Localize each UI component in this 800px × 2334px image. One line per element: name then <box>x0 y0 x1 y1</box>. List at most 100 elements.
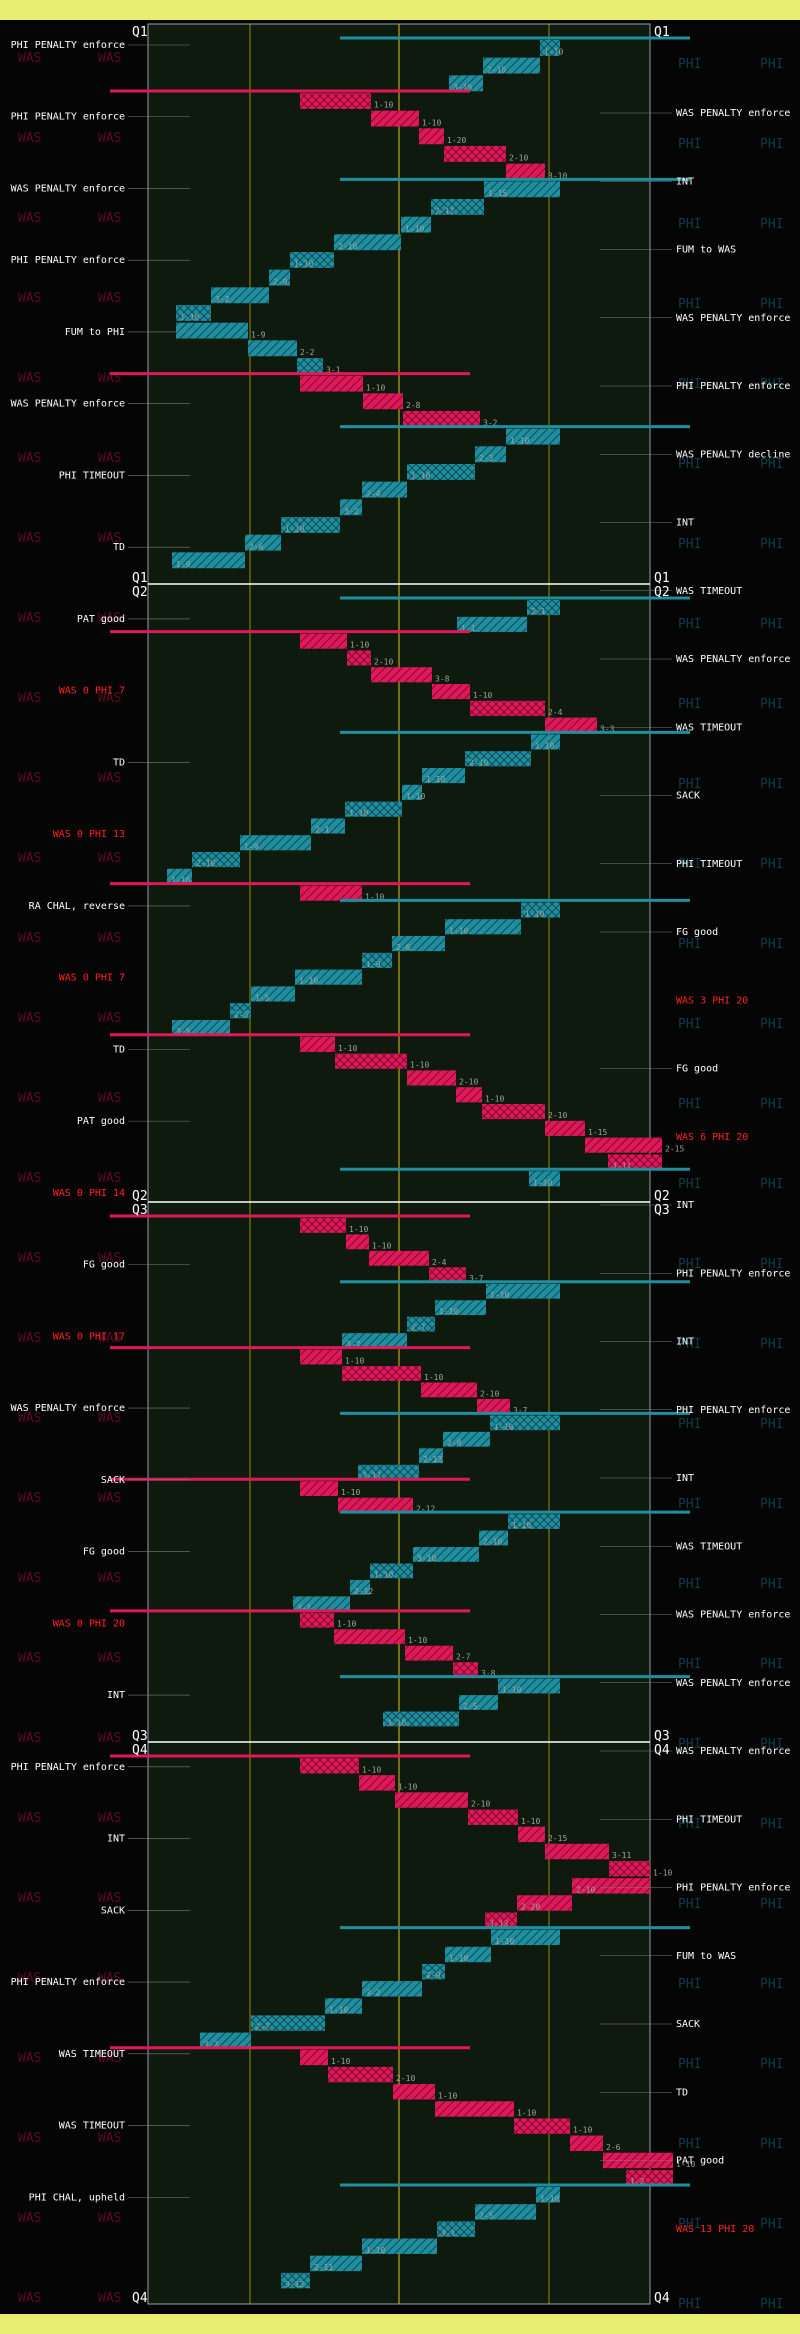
watermark-was: WAS <box>98 1251 121 1266</box>
watermark-phi: PHI <box>760 617 783 632</box>
play-bar <box>407 1316 435 1332</box>
play-down-distance: 2-15 <box>665 1145 684 1154</box>
play-bar <box>172 1020 230 1036</box>
play-down-distance: 1-10 <box>329 2006 348 2015</box>
play-down-distance: 1-10 <box>349 809 368 818</box>
watermark-was: WAS <box>98 2131 121 2146</box>
play-down-distance: 1-10 <box>171 876 190 885</box>
play-down-distance: 3-7 <box>469 1274 484 1283</box>
watermark-phi: PHI <box>678 1097 701 1112</box>
play-bar <box>347 650 371 666</box>
watermark-phi: PHI <box>760 1417 783 1432</box>
watermark-phi: PHI <box>760 57 783 72</box>
play-down-distance: 2-10 <box>483 1537 502 1546</box>
watermark-was: WAS <box>18 771 41 786</box>
watermark-phi: PHI <box>678 2217 701 2232</box>
event-label-left: WAS PENALTY enforce <box>11 183 125 194</box>
event-label-left: PHI PENALTY enforce <box>11 255 125 266</box>
play-bar <box>444 146 506 162</box>
play-bar <box>311 818 345 834</box>
event-label-left: PHI CHAL, upheld <box>29 2192 125 2203</box>
watermark-phi: PHI <box>678 457 701 472</box>
play-down-distance: 2-7 <box>411 1324 426 1333</box>
quarter-label: Q1 <box>654 25 670 40</box>
play-down-distance: 1-15 <box>488 189 507 198</box>
watermark-phi: PHI <box>760 1337 783 1352</box>
event-label-right: PHI TIMEOUT <box>676 1814 742 1825</box>
event-label-left: WAS PENALTY enforce <box>11 1403 125 1414</box>
play-down-distance: 1-10 <box>422 118 441 127</box>
event-label-right: WAS PENALTY enforce <box>676 654 790 665</box>
quarter-label: Q1 <box>654 571 670 586</box>
event-label-left: SACK <box>101 1475 125 1486</box>
play-bar <box>300 375 363 392</box>
play-bar <box>300 93 371 109</box>
event-label-right: WAS PENALTY enforce <box>676 1746 790 1757</box>
play-bar <box>362 481 407 498</box>
play-bar <box>300 1349 342 1365</box>
watermark-was: WAS <box>18 131 41 146</box>
watermark-was: WAS <box>98 131 121 146</box>
event-label-left: TD <box>113 757 125 768</box>
play-down-distance: 2-1 <box>531 607 546 616</box>
play-bar <box>545 717 597 733</box>
play-down-distance: 1-10 <box>510 436 529 445</box>
watermark-was: WAS <box>98 611 121 626</box>
watermark-phi: PHI <box>760 137 783 152</box>
play-down-distance: 1-10 <box>573 2126 592 2135</box>
watermark-phi: PHI <box>678 377 701 392</box>
play-down-distance: 2-1 <box>315 825 330 834</box>
event-label-right: INT <box>676 518 694 529</box>
quarter-label: Q3 <box>654 1729 670 1744</box>
play-bar <box>281 2272 310 2289</box>
play-bar <box>413 1547 479 1562</box>
watermark-phi: PHI <box>678 1657 701 1672</box>
play-down-distance: 2-20 <box>521 1903 540 1912</box>
play-down-distance: 1-2 <box>630 2177 645 2186</box>
watermark-phi: PHI <box>678 1337 701 1352</box>
play-down-distance: 2-9 <box>273 277 288 286</box>
play-bar <box>362 2238 437 2254</box>
play-down-distance: 3-1 <box>297 1603 312 1612</box>
play-bar <box>465 751 531 767</box>
watermark-phi: PHI <box>760 377 783 392</box>
watermark-was: WAS <box>18 2211 41 2226</box>
play-down-distance: 1-9 <box>251 330 266 339</box>
watermark-was: WAS <box>18 1011 41 1026</box>
play-down-distance: 2-15 <box>487 65 506 74</box>
event-label-right: WAS 6 PHI 20 <box>676 1132 748 1143</box>
watermark-phi: PHI <box>760 1257 783 1272</box>
event-label-right: WAS TIMEOUT <box>676 722 742 733</box>
play-bar <box>407 464 475 480</box>
watermark-phi: PHI <box>760 1177 783 1192</box>
event-label-left: PHI TIMEOUT <box>59 470 125 481</box>
watermark-phi: PHI <box>678 137 701 152</box>
play-bar <box>230 1003 251 1019</box>
event-label-left: PHI PENALTY enforce <box>11 112 125 123</box>
play-bar <box>517 1895 572 1911</box>
watermark-phi: PHI <box>678 1017 701 1032</box>
play-down-distance: 1-5 <box>255 993 270 1002</box>
play-down-distance: 1-10 <box>411 472 430 481</box>
play-down-distance: 2-4 <box>548 708 563 717</box>
play-bar <box>350 1579 370 1595</box>
play-bar <box>362 1981 422 1997</box>
watermark-phi: PHI <box>678 1737 701 1752</box>
play-bar <box>608 1154 662 1170</box>
watermark-phi: PHI <box>678 1417 701 1432</box>
play-bar <box>419 128 444 145</box>
play-bar <box>483 57 540 74</box>
watermark-was: WAS <box>98 2051 121 2066</box>
play-down-distance: 3-7 <box>513 1406 528 1415</box>
play-bar <box>419 1448 443 1464</box>
play-down-distance: 1-10 <box>535 741 554 750</box>
play-down-distance: 2-4 <box>432 1258 447 1267</box>
event-label-right: WAS PENALTY decline <box>676 449 790 460</box>
play-bar <box>540 40 560 56</box>
play-bar <box>485 1912 517 1928</box>
watermark-was: WAS <box>18 51 41 66</box>
play-down-distance: 1-10 <box>424 1373 443 1382</box>
watermark-phi: PHI <box>678 2057 701 2072</box>
watermark-phi: PHI <box>760 2217 783 2232</box>
play-down-distance: 1-10 <box>285 525 304 534</box>
